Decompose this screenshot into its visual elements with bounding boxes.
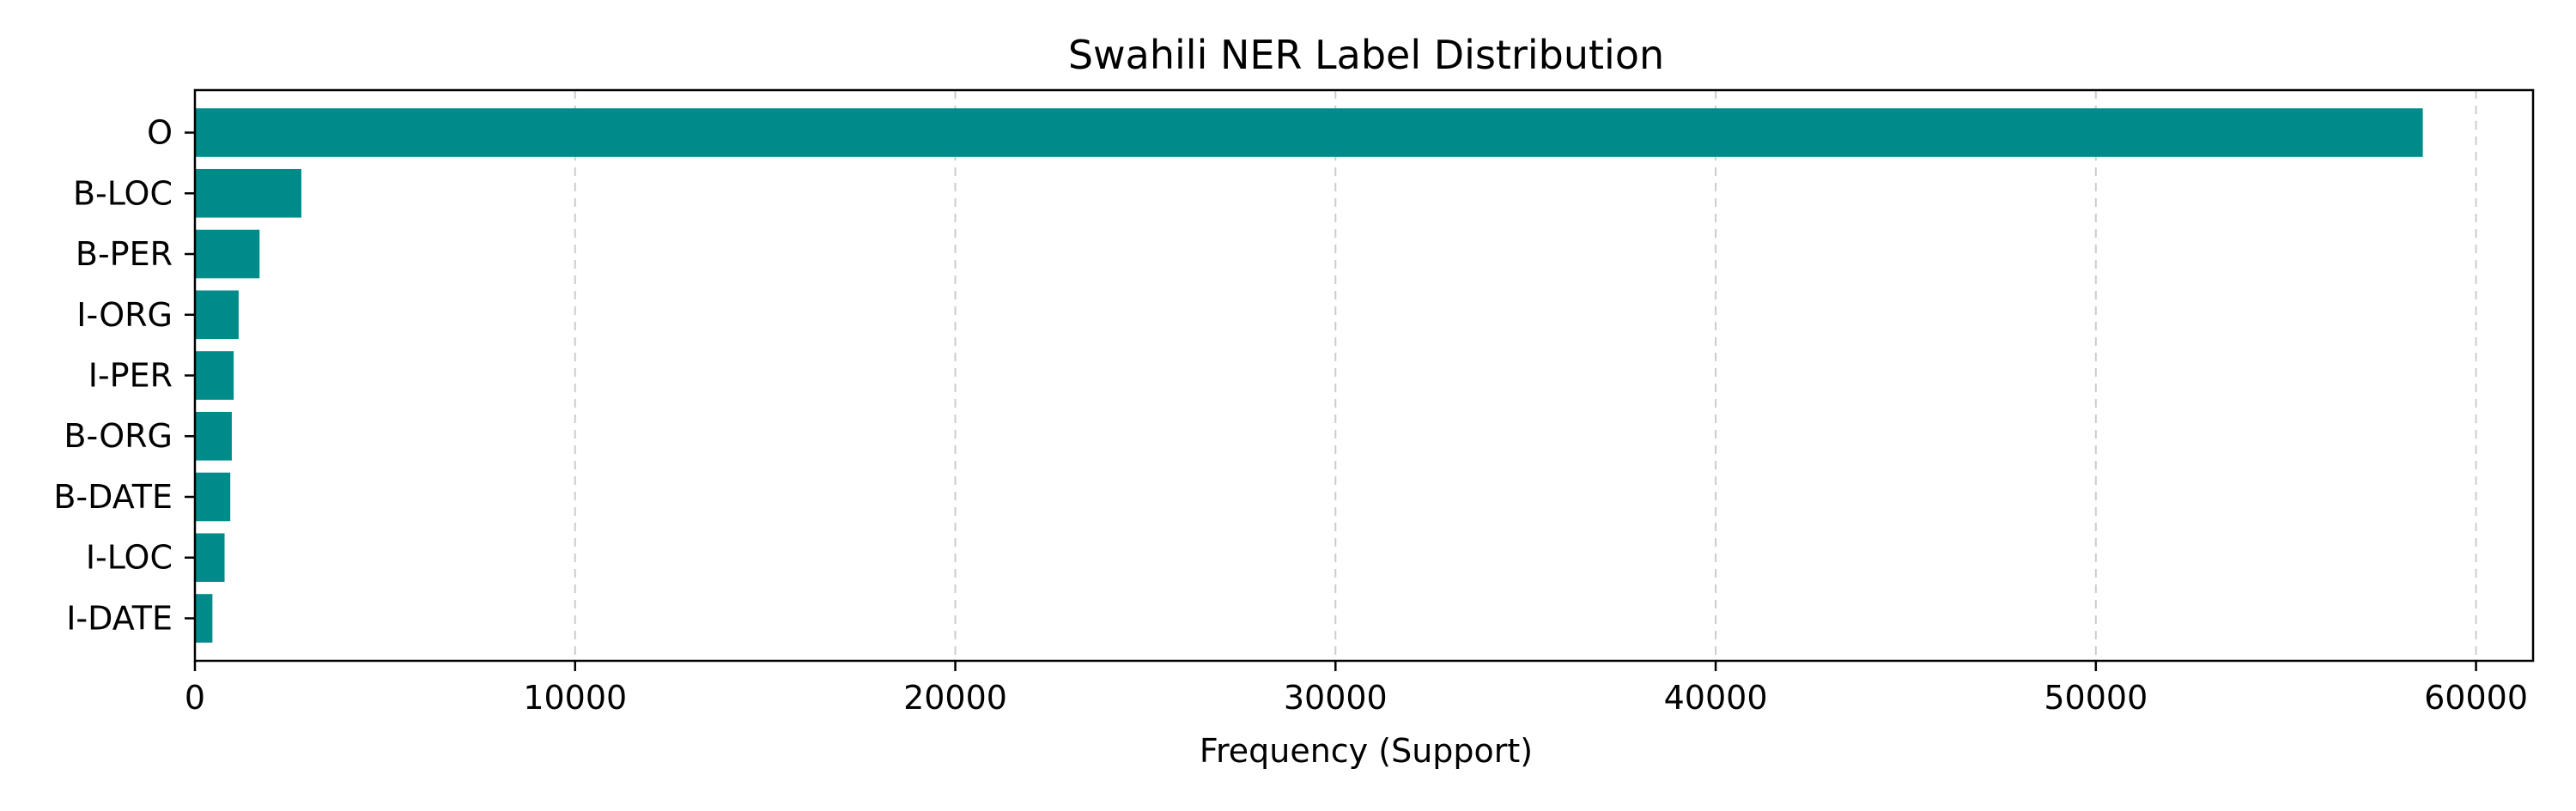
- y-tick-label: B-LOC: [73, 174, 173, 212]
- bar-i-date: [195, 594, 213, 643]
- bars: [195, 108, 2423, 643]
- y-tick-label: I-LOC: [86, 539, 173, 577]
- bar-o: [195, 108, 2423, 157]
- bar-i-per: [195, 351, 234, 400]
- x-tick-label: 20000: [903, 679, 1007, 717]
- y-tick-label: I-DATE: [66, 599, 173, 637]
- bar-b-org: [195, 411, 232, 461]
- x-tick-label: 10000: [523, 679, 627, 717]
- bar-i-loc: [195, 533, 225, 583]
- plot-frame: [193, 88, 2535, 663]
- bar-b-loc: [195, 168, 301, 218]
- x-axis: 0 10000 20000 30000 40000 50000 60000: [185, 661, 2528, 717]
- y-axis: O B-LOC B-PER I-ORG I-PER B-ORG B-DATE I-LOC I-D…: [53, 114, 195, 637]
- bar-b-per: [195, 229, 260, 279]
- gridlines: [574, 90, 2477, 661]
- x-tick-label: 30000: [1284, 679, 1388, 717]
- x-tick-label: 50000: [2044, 679, 2148, 717]
- y-tick-label: I-ORG: [76, 296, 173, 334]
- bar-b-date: [195, 472, 231, 522]
- y-tick-label: B-DATE: [53, 478, 173, 516]
- x-tick-label: 60000: [2424, 679, 2528, 717]
- y-tick-label: I-PER: [88, 357, 173, 395]
- x-tick-label: 40000: [1664, 679, 1768, 717]
- y-tick-label: O: [147, 114, 173, 152]
- chart-title: Swahili NER Label Distribution: [1068, 32, 1664, 78]
- x-tick-label: 0: [185, 679, 205, 717]
- y-tick-label: B-PER: [76, 235, 173, 273]
- x-axis-label: Frequency (Support): [1200, 732, 1533, 770]
- y-tick-label: B-ORG: [64, 417, 173, 455]
- bar-i-org: [195, 290, 239, 340]
